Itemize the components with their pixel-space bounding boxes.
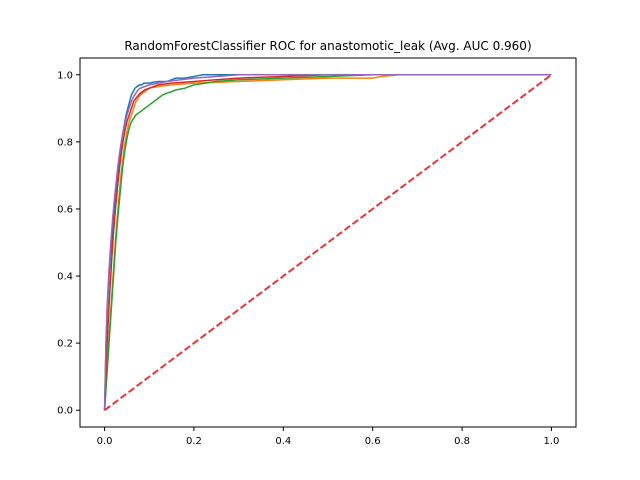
y-axis: 0.0 0.2 0.4 0.6 0.8 1.0 [57, 70, 80, 417]
reference-diagonal-line [103, 73, 553, 412]
roc-series-5 [103, 74, 552, 411]
x-tick-label: 0.8 [454, 436, 470, 447]
roc-series-4 [103, 74, 552, 411]
plot-frame [79, 57, 577, 428]
y-tick-label: 0.2 [57, 339, 73, 350]
x-tick-label: 0.2 [186, 436, 202, 447]
y-tick-label: 0.0 [57, 406, 73, 417]
x-axis: 0.0 0.2 0.4 0.6 0.8 1.0 [97, 427, 559, 447]
x-tick-label: 0.4 [275, 436, 291, 447]
y-tick-label: 0.8 [57, 137, 73, 148]
y-tick-label: 0.6 [57, 204, 73, 215]
plot-lines [103, 73, 553, 412]
x-tick-label: 1.0 [543, 436, 559, 447]
chart-title: RandomForestClassifier ROC for anastomot… [124, 39, 531, 53]
roc-series-3 [103, 74, 552, 411]
y-tick-label: 0.4 [57, 272, 73, 283]
x-tick-label: 0.0 [97, 436, 113, 447]
x-tick-label: 0.6 [365, 436, 381, 447]
y-tick-label: 1.0 [57, 70, 73, 81]
